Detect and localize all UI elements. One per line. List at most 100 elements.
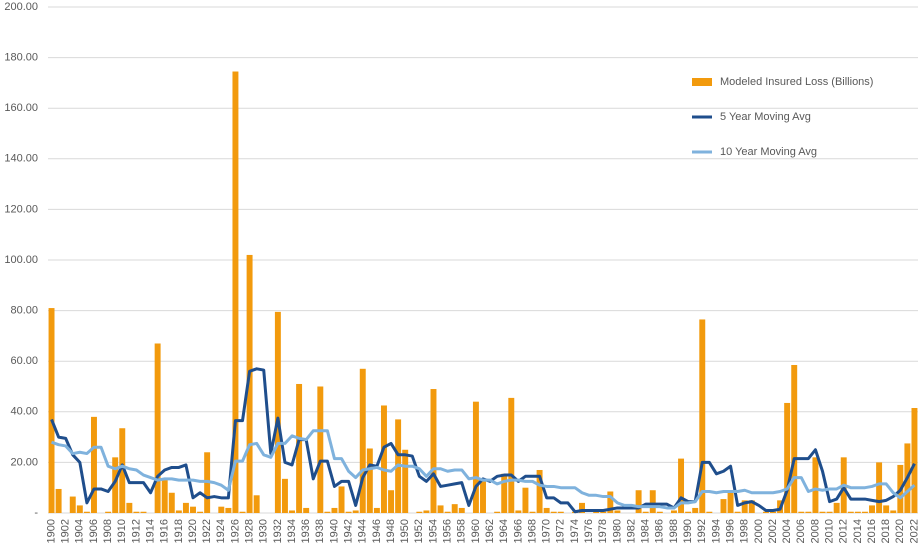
bar — [388, 490, 395, 513]
bar — [458, 507, 465, 513]
x-tick-label: 1998 — [739, 519, 751, 543]
legend-label: 10 Year Moving Avg — [720, 146, 817, 158]
bar — [154, 343, 161, 513]
legend-swatch — [692, 78, 712, 86]
x-tick-label: 1950 — [399, 519, 411, 543]
x-tick-label: 1922 — [201, 519, 213, 543]
x-tick-label: 1944 — [357, 519, 369, 543]
bar — [762, 511, 769, 513]
bar — [890, 510, 897, 513]
x-tick-label: 1994 — [710, 519, 722, 543]
x-tick-label: 2020 — [894, 519, 906, 543]
bar — [720, 499, 727, 513]
bar — [140, 511, 147, 513]
y-tick-label: 80.00 — [10, 305, 38, 317]
x-tick-label: 1974 — [569, 519, 581, 543]
x-tick-label: 1918 — [173, 519, 185, 543]
bar — [91, 416, 97, 513]
bar — [883, 505, 890, 513]
bar — [557, 511, 564, 513]
bar — [508, 397, 515, 513]
bar — [76, 505, 83, 513]
x-tick-label: 1910 — [116, 519, 128, 543]
bar — [359, 368, 366, 513]
bar — [366, 448, 373, 513]
bar — [402, 449, 409, 513]
x-tick-label: 1908 — [102, 519, 114, 543]
x-tick-label: 2004 — [781, 519, 793, 543]
x-tick-label: 1920 — [187, 519, 199, 543]
bar — [501, 473, 508, 513]
bar — [232, 71, 239, 513]
x-tick-label: 1914 — [144, 519, 156, 543]
bar — [246, 254, 253, 513]
x-tick-label: 1928 — [243, 519, 255, 543]
y-tick-label: 120.00 — [4, 203, 38, 215]
bar — [861, 511, 868, 513]
bar — [480, 480, 486, 513]
x-tick-label: 1986 — [654, 519, 666, 543]
bar — [678, 458, 685, 513]
bar — [734, 511, 741, 513]
bar — [671, 510, 677, 513]
bar — [281, 478, 288, 513]
x-tick-label: 1946 — [371, 519, 383, 543]
bar — [536, 469, 543, 513]
bar — [197, 511, 204, 513]
x-tick-label: 1964 — [498, 519, 510, 543]
legend-label: Modeled Insured Loss (Billions) — [720, 76, 873, 88]
bar — [119, 428, 126, 513]
x-tick-label: 1930 — [258, 519, 270, 543]
bar — [373, 507, 380, 513]
y-tick-label: 100.00 — [4, 254, 38, 266]
bar — [48, 308, 55, 513]
bar — [444, 511, 451, 513]
x-tick-label: 1978 — [597, 519, 609, 543]
bar — [869, 505, 875, 513]
bar — [430, 389, 437, 513]
bar — [451, 504, 458, 513]
bar — [656, 511, 663, 513]
bar — [423, 510, 430, 513]
x-tick-label: 1968 — [526, 519, 538, 543]
x-tick-label: 2012 — [838, 519, 850, 543]
bar — [798, 511, 805, 513]
x-tick-label: 1982 — [625, 519, 637, 543]
y-tick-label: 60.00 — [10, 355, 38, 367]
bar — [812, 457, 819, 513]
bar — [791, 364, 798, 513]
bar — [381, 405, 387, 513]
bar — [105, 511, 112, 513]
bar — [529, 511, 536, 513]
bar — [819, 511, 826, 513]
x-tick-label: 1976 — [583, 519, 595, 543]
bar — [854, 511, 861, 513]
x-tick-label: 1958 — [456, 519, 468, 543]
bar — [876, 462, 883, 513]
x-tick-label: 1902 — [60, 519, 72, 543]
x-tick-label: 1912 — [130, 519, 142, 543]
bar — [607, 491, 614, 513]
bar — [182, 502, 189, 513]
bar — [833, 502, 840, 513]
bar — [133, 511, 140, 513]
x-tick-label: 2014 — [852, 519, 864, 543]
x-tick-label: 2008 — [809, 519, 821, 543]
x-tick-label: 1904 — [74, 519, 86, 543]
y-tick-label: 160.00 — [4, 102, 38, 114]
bar — [218, 506, 225, 513]
bar — [303, 507, 310, 513]
bar — [317, 386, 324, 513]
bar — [515, 510, 522, 513]
legend-label: 5 Year Moving Avg — [720, 111, 811, 123]
bar — [635, 490, 642, 513]
x-tick-label: 2016 — [866, 519, 878, 543]
bar — [642, 511, 649, 513]
x-tick-label: 2010 — [823, 519, 835, 543]
x-tick-label: 1952 — [413, 519, 425, 543]
bar — [805, 511, 812, 513]
x-tick-label: 2022 — [908, 519, 920, 543]
x-tick-label: 1996 — [724, 519, 736, 543]
bar — [69, 496, 76, 513]
